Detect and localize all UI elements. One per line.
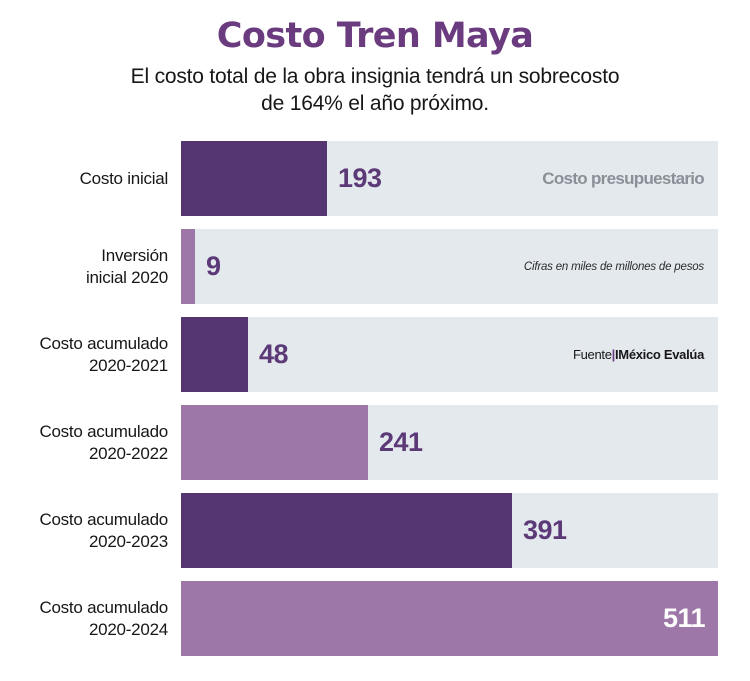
bar-value-label: 193 bbox=[338, 163, 382, 193]
bar-value-label: 511 bbox=[662, 603, 706, 633]
chart-header: Costo Tren Maya El costo total de la obr… bbox=[0, 0, 750, 117]
bar-value-label: 9 bbox=[206, 251, 221, 281]
bar-fill bbox=[181, 229, 195, 304]
bar-value-label: 241 bbox=[379, 427, 423, 457]
source-separator: | bbox=[611, 347, 616, 362]
bar-row: Costo acumulado 2020-2022 241 bbox=[0, 405, 750, 480]
bar-track: 9 Cifras en miles de millones de pesos bbox=[181, 229, 718, 304]
bar-category-label-line: Inversión bbox=[101, 245, 168, 265]
bar-category-label: Costo inicial bbox=[0, 141, 170, 216]
page-title: Costo Tren Maya bbox=[216, 16, 534, 56]
bar-category-label-line: Costo acumulado bbox=[39, 509, 168, 529]
bar-category-label: Costo acumulado 2020-2023 bbox=[0, 493, 170, 568]
bar-category-label-line: Costo acumulado bbox=[39, 421, 168, 441]
bar-category-label-line: 2020-2021 bbox=[88, 355, 168, 375]
bar-row: Costo acumulado 2020-2021 48 Fuente | IMéx… bbox=[0, 317, 750, 392]
chart-subtitle: El costo total de la obra insignia tendr… bbox=[65, 63, 685, 118]
bar-category-label: Costo acumulado 2020-2021 bbox=[0, 317, 170, 392]
bar-category-label: Costo acumulado 2020-2022 bbox=[0, 405, 170, 480]
source-prefix: Fuente bbox=[572, 347, 612, 362]
units-note: Cifras en miles de millones de pesos bbox=[523, 260, 704, 273]
bar-value-label: 391 bbox=[523, 515, 567, 545]
subtitle-line-2: de 164% el año próximo. bbox=[261, 92, 489, 116]
subtitle-line-1: El costo total de la obra insignia tendr… bbox=[130, 64, 620, 88]
bar-category-label-line: inicial 2020 bbox=[85, 267, 168, 287]
bar-category-label-line: 2020-2024 bbox=[88, 619, 168, 639]
bar-chart-plot: Costo inicial 193 Costo presupuestario I… bbox=[0, 141, 750, 669]
bar-category-label: Inversión inicial 2020 bbox=[0, 229, 170, 304]
bar-fill bbox=[181, 141, 327, 216]
bar-value-label: 48 bbox=[259, 339, 289, 369]
bar-row: Costo acumulado 2020-2023 391 bbox=[0, 493, 750, 568]
bar-category-label: Costo acumulado 2020-2024 bbox=[0, 581, 170, 656]
bar-track: 391 bbox=[181, 493, 718, 568]
bar-fill bbox=[181, 581, 718, 656]
bar-fill bbox=[181, 317, 248, 392]
bar-row: Costo inicial 193 Costo presupuestario bbox=[0, 141, 750, 216]
bar-category-label-line: Costo acumulado bbox=[39, 333, 168, 353]
bar-category-label-line: Costo inicial bbox=[79, 168, 169, 188]
bar-fill bbox=[181, 405, 368, 480]
bar-track: 241 bbox=[181, 405, 718, 480]
bar-category-label-line: 2020-2022 bbox=[88, 443, 168, 463]
bar-track: 48 Fuente | IMéxico Evalúa bbox=[181, 317, 718, 392]
bar-category-label-line: 2020-2023 bbox=[88, 531, 168, 551]
bar-row: Costo acumulado 2020-2024 511 bbox=[0, 581, 750, 656]
source-name: IMéxico Evalúa bbox=[614, 347, 704, 362]
source-note: Fuente | IMéxico Evalúa bbox=[573, 317, 718, 392]
bar-fill bbox=[181, 493, 512, 568]
bar-track: 511 bbox=[181, 581, 718, 656]
bar-category-label-line: Costo acumulado bbox=[39, 597, 168, 617]
bar-track: 193 Costo presupuestario bbox=[181, 141, 718, 216]
bar-row: Inversión inicial 2020 9 Cifras en miles… bbox=[0, 229, 750, 304]
legend-costo-presupuestario: Costo presupuestario bbox=[542, 168, 704, 188]
